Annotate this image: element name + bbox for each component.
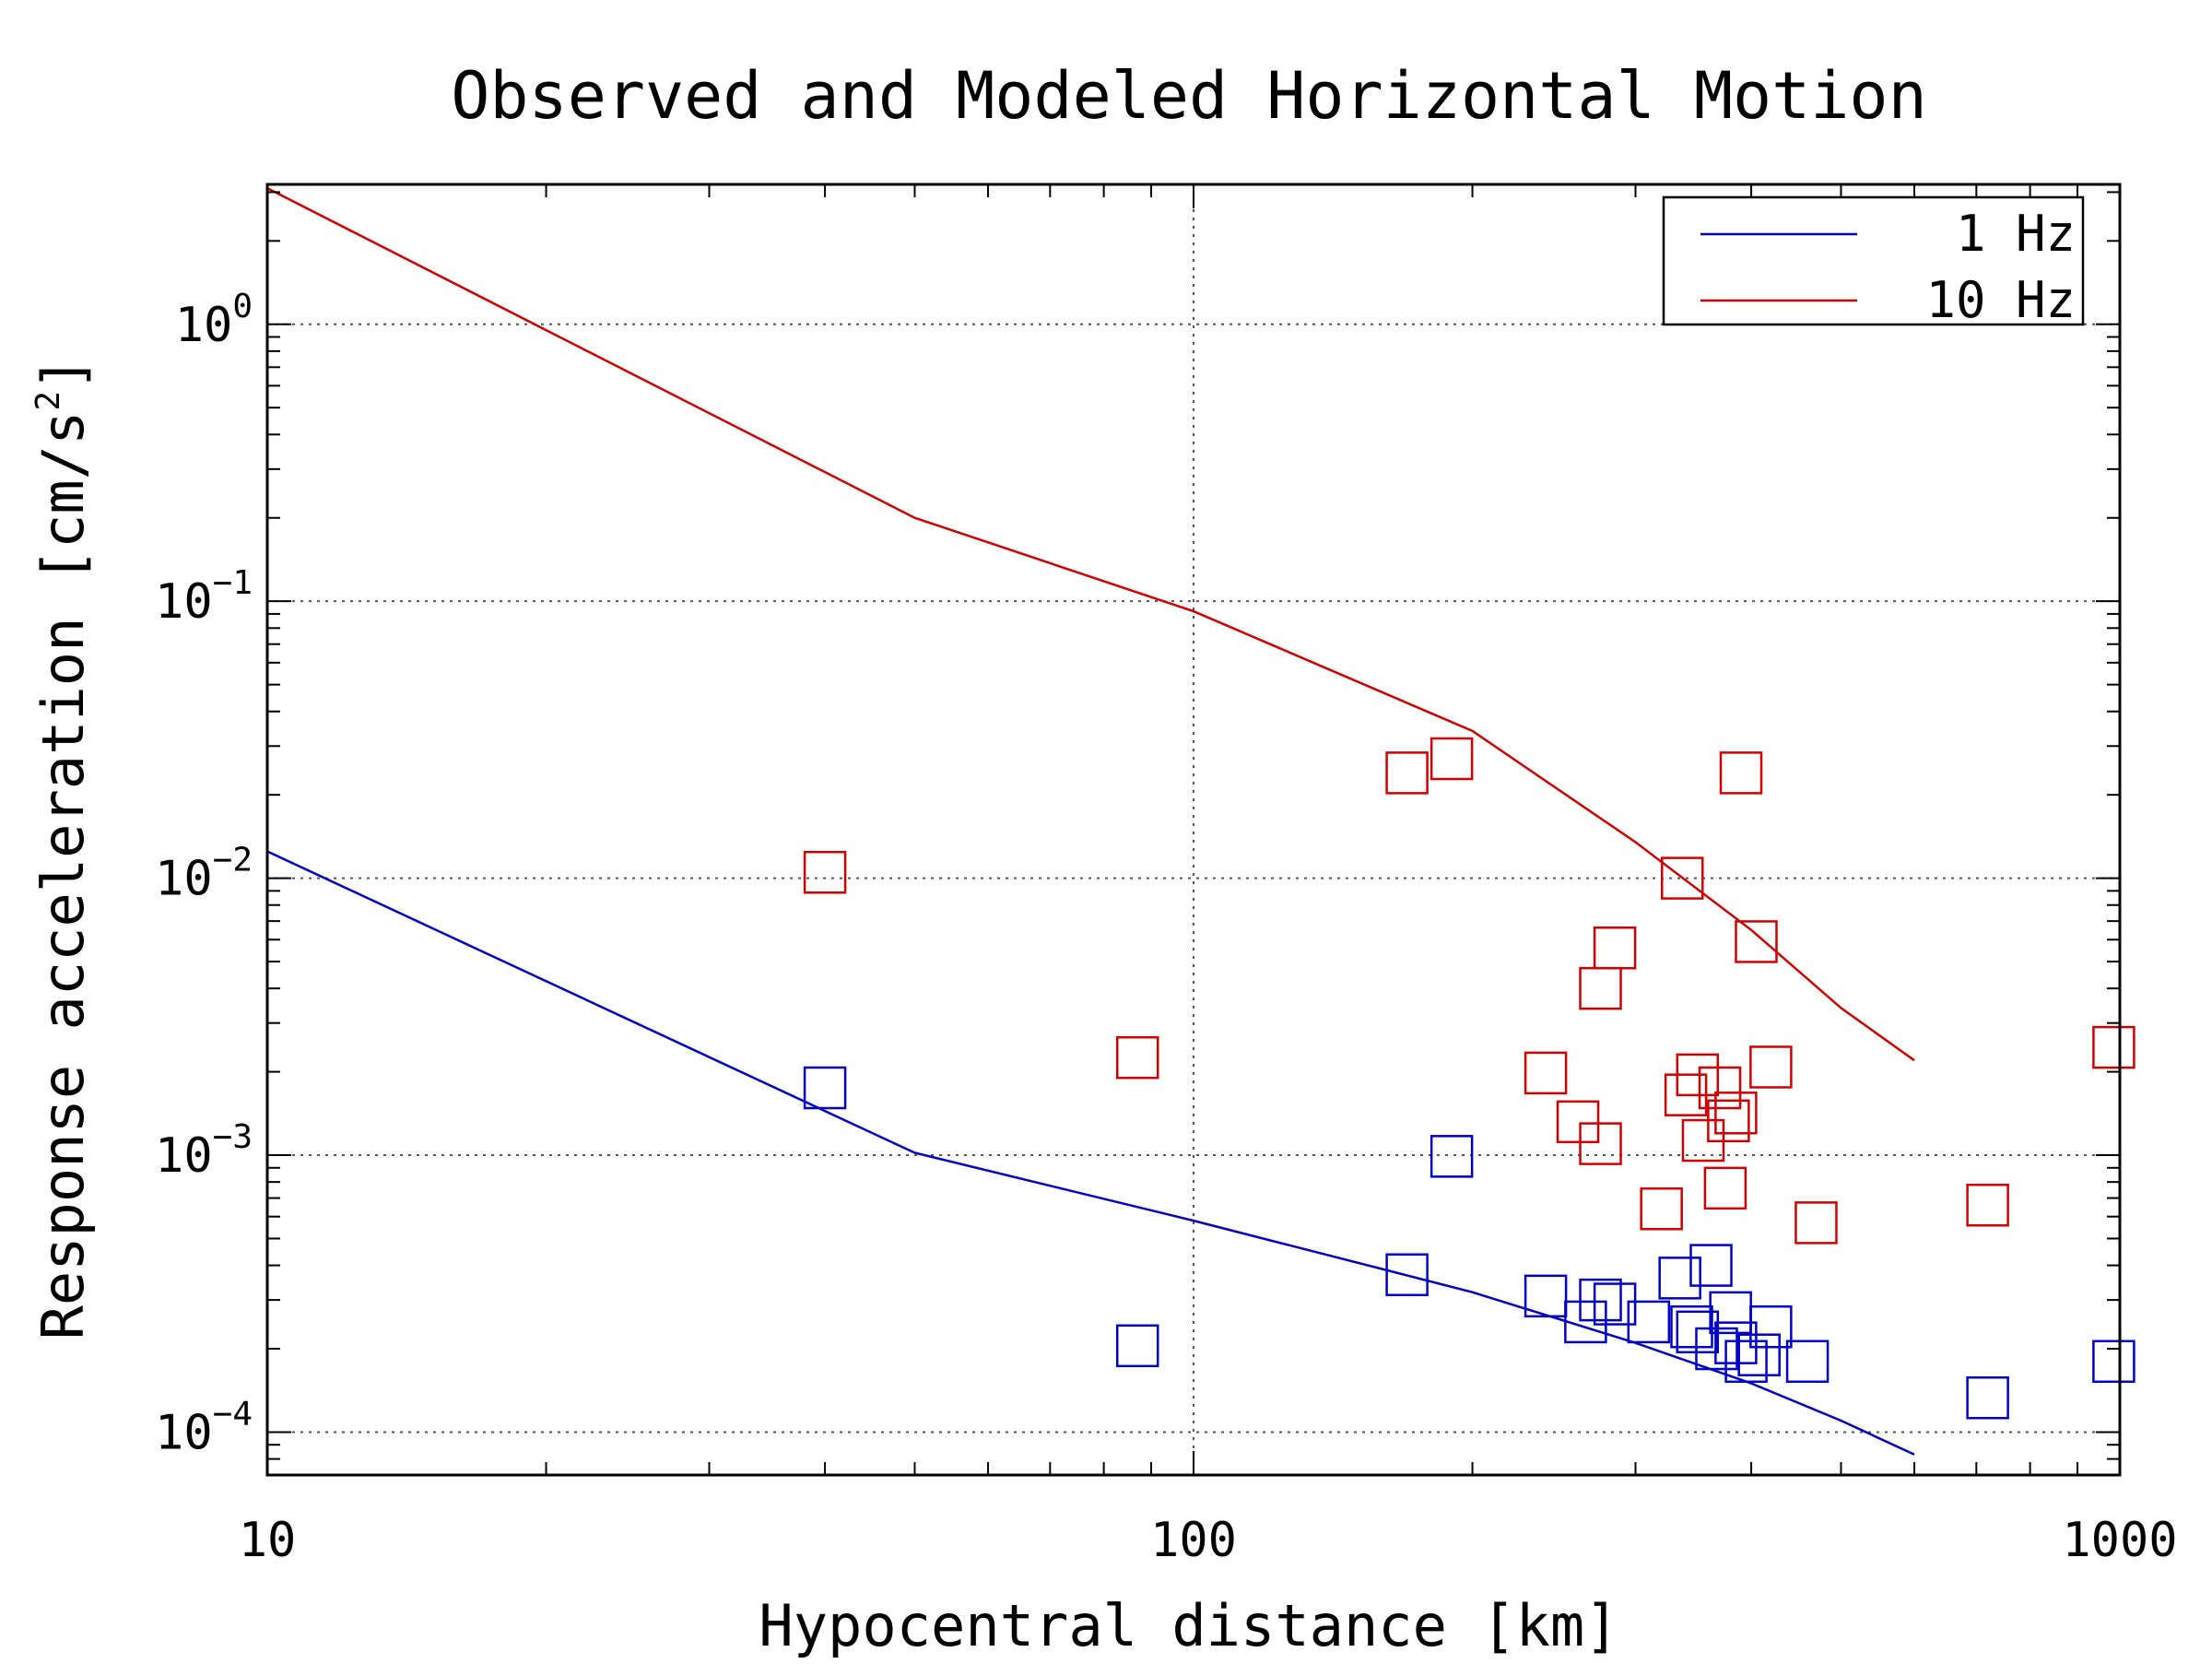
observed-point-10-hz — [1703, 1166, 1747, 1210]
y-axis-label: Response acceleration [cm/s2] — [29, 357, 97, 1340]
observed-point-1-hz — [1689, 1244, 1733, 1287]
observed-point-10-hz — [1794, 1201, 1838, 1245]
observed-point-10-hz — [803, 850, 847, 894]
y-tick-label: 10−4 — [155, 1395, 253, 1460]
observed-point-10-hz — [1676, 1053, 1720, 1097]
observed-point-1-hz — [1593, 1282, 1637, 1326]
legend-box — [1662, 195, 2085, 326]
observed-point-1-hz — [1724, 1339, 1768, 1384]
observed-point-1-hz — [1564, 1300, 1607, 1344]
observed-point-10-hz — [1640, 1187, 1683, 1231]
svg-text:Response acceleration [cm/s2]: Response acceleration [cm/s2] — [29, 357, 97, 1340]
observed-point-1-hz — [2092, 1339, 2136, 1384]
observed-point-10-hz — [1556, 1100, 1600, 1144]
y-tick-label: 10−1 — [155, 564, 253, 630]
legend-label-10-hz: 10 Hz — [1925, 271, 2076, 329]
observed-point-1-hz — [803, 1066, 847, 1110]
y-axis-label-close: ] — [29, 357, 97, 391]
model-line-1-hz — [266, 850, 1915, 1456]
observed-point-1-hz — [1737, 1333, 1781, 1376]
y-tick-label: 100 — [175, 288, 253, 353]
observed-point-1-hz — [1670, 1304, 1713, 1349]
observed-point-10-hz — [1579, 1122, 1622, 1165]
observed-point-10-hz — [1579, 966, 1622, 1010]
y-axis-label-main: Response acceleration [cm/s — [29, 411, 97, 1340]
observed-point-1-hz — [1430, 1135, 1474, 1178]
plot-frame — [265, 183, 2122, 1477]
observed-point-10-hz — [1749, 1045, 1793, 1089]
observed-point-10-hz — [1707, 1099, 1750, 1143]
x-tick-label: 100 — [1150, 1513, 1237, 1568]
observed-point-10-hz — [1714, 1092, 1758, 1135]
model-line-10-hz — [266, 186, 1915, 1062]
y-axis-label-sup: 2 — [29, 391, 67, 411]
observed-point-10-hz — [1115, 1035, 1159, 1080]
observed-point-10-hz — [1735, 920, 1778, 963]
observed-point-1-hz — [1627, 1300, 1671, 1344]
observed-point-1-hz — [1579, 1278, 1622, 1322]
observed-point-1-hz — [1749, 1304, 1793, 1349]
observed-point-10-hz — [1385, 751, 1429, 795]
grid-lines — [267, 184, 2120, 1475]
observed-point-10-hz — [1966, 1184, 2009, 1227]
observed-point-1-hz — [1658, 1257, 1701, 1300]
observed-point-1-hz — [1524, 1274, 1568, 1318]
y-tick-label: 10−2 — [155, 842, 253, 907]
observed-point-1-hz — [1385, 1253, 1429, 1297]
observed-point-10-hz — [1661, 856, 1704, 900]
observed-point-10-hz — [1524, 1051, 1568, 1095]
legend: 1 Hz 10 Hz — [1662, 195, 2085, 329]
observed-point-1-hz — [1966, 1376, 2009, 1420]
y-tick-label: 10−3 — [155, 1118, 253, 1184]
tick-marks — [266, 184, 2120, 1476]
series-layer — [266, 186, 2136, 1456]
legend-label-1-hz: 1 Hz — [1956, 205, 2076, 263]
x-axis-label: Hypocentral distance [km] — [759, 1592, 1618, 1659]
observed-point-10-hz — [2092, 1025, 2136, 1069]
x-tick-label: 10 — [239, 1513, 297, 1568]
observed-point-10-hz — [1593, 926, 1637, 970]
observed-point-10-hz — [1430, 737, 1474, 781]
observed-point-10-hz — [1698, 1066, 1742, 1110]
x-tick-label: 1000 — [2062, 1513, 2177, 1568]
chart-title: Observed and Modeled Horizontal Motion — [451, 58, 1926, 134]
observed-point-1-hz — [1785, 1339, 1830, 1384]
tick-labels: 10 100 1000 100 10−1 10−2 10−3 10−4 — [155, 288, 2178, 1568]
observed-point-1-hz — [1714, 1321, 1758, 1364]
observed-point-10-hz — [1719, 751, 1763, 795]
observed-point-1-hz — [1115, 1324, 1159, 1368]
